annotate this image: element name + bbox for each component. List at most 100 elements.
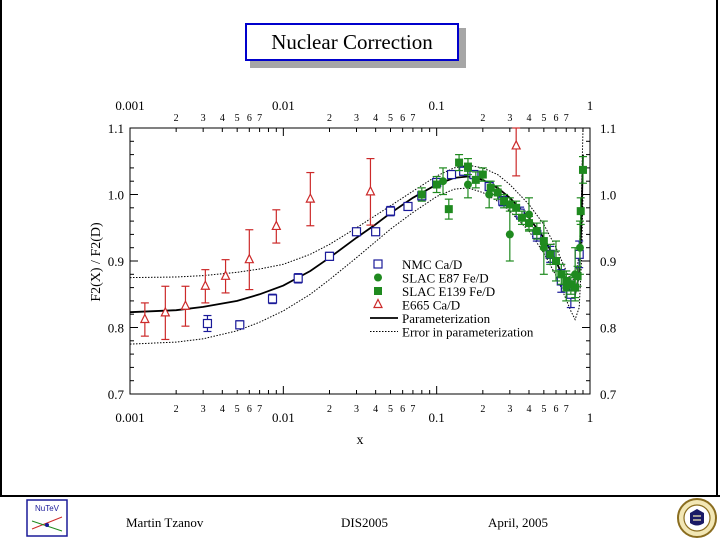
x-minor-label-top: 7: [564, 113, 569, 124]
x-minor-label-top: 2: [327, 113, 332, 124]
legend-label-slac-e87-fe-d: SLAC E87 Fe/D: [402, 271, 489, 286]
slac-e139-fe-d-point: [557, 270, 566, 279]
error-band-curve: [129, 187, 584, 345]
x-minor-label-bottom: 4: [526, 404, 531, 415]
y-tick-label-left: 1.0: [108, 188, 124, 203]
x-minor-label-bottom: 6: [247, 404, 252, 415]
x-minor-label-top: 7: [410, 113, 415, 124]
y-tick-label-left: 1.1: [108, 121, 124, 136]
y-tick-label-right: 1.0: [600, 188, 616, 203]
x-minor-label-top: 3: [201, 113, 206, 124]
x-minor-label-bottom: 7: [410, 404, 415, 415]
slac-e139-fe-d-point: [532, 227, 541, 236]
nmc-ca-d-point: [351, 227, 362, 237]
legend-marker-e665-ca-d: [373, 298, 383, 309]
e665-ca-d-point: [139, 313, 150, 324]
y-tick-label-right: 1.1: [600, 121, 616, 136]
x-tick-label-bottom: 0.001: [115, 410, 144, 425]
y-tick-label-right: 0.8: [600, 321, 616, 336]
e665-ca-d-point: [271, 220, 282, 231]
e665-ca-d-point: [220, 269, 231, 280]
x-minor-label-bottom: 4: [220, 404, 225, 415]
slac-e139-fe-d-point: [571, 283, 580, 292]
slac-e139-fe-d-point: [576, 207, 585, 216]
e665-ca-d-point: [200, 279, 211, 290]
nutev-logo-icon: NuTeV: [26, 499, 68, 537]
slac-e139-fe-d-point: [524, 219, 533, 228]
footer-date: April, 2005: [488, 515, 548, 530]
slac-e139-fe-d-point: [551, 257, 560, 265]
slac-e139-fe-d-point: [478, 170, 487, 179]
y-tick-label-right: 0.9: [600, 254, 616, 269]
legend-label-error: Error in parameterization: [402, 325, 534, 340]
y-tick-label-left: 0.8: [108, 321, 124, 336]
slac-e139-fe-d-point: [578, 165, 587, 174]
nutev-logo-text: NuTeV: [35, 504, 60, 513]
y-tick-label-right: 0.7: [600, 387, 617, 402]
x-minor-label-bottom: 5: [388, 404, 393, 415]
x-minor-label-top: 2: [480, 113, 485, 124]
x-tick-label-top: 0.1: [429, 98, 445, 113]
nmc-ca-d-point: [324, 251, 335, 261]
x-minor-label-top: 6: [247, 113, 252, 124]
slac-e139-fe-d-point: [562, 276, 571, 285]
x-minor-label-top: 5: [541, 113, 546, 124]
footer-divider: [0, 495, 720, 497]
x-minor-label-top: 4: [220, 113, 225, 124]
footer-author: Martin Tzanov: [126, 515, 204, 530]
x-minor-label-bottom: 2: [480, 404, 485, 415]
x-minor-label-bottom: 7: [257, 404, 262, 415]
footer-conference: DIS2005: [341, 515, 388, 530]
e665-ca-d-point: [305, 192, 316, 203]
left-border: [0, 0, 2, 497]
nmc-ca-d-point: [267, 294, 278, 304]
x-minor-label-bottom: 5: [235, 404, 240, 415]
nmc-ca-d-point: [385, 206, 396, 216]
x-minor-label-bottom: 7: [564, 404, 569, 415]
x-minor-label-top: 7: [257, 113, 262, 124]
x-minor-label-top: 3: [507, 113, 512, 124]
x-minor-label-bottom: 4: [373, 404, 378, 415]
nmc-ca-d-point: [293, 273, 303, 283]
x-minor-label-bottom: 6: [553, 404, 558, 415]
x-minor-label-bottom: 2: [327, 404, 332, 415]
slac-e139-fe-d-point: [546, 250, 555, 259]
x-minor-label-bottom: 2: [174, 404, 179, 415]
nmc-ca-d-point: [446, 169, 457, 180]
x-minor-label-top: 2: [174, 113, 179, 124]
slac-e139-fe-d-point: [432, 180, 441, 189]
university-seal-icon: [677, 498, 717, 538]
x-minor-label-top: 5: [388, 113, 393, 124]
e665-ca-d-point: [511, 139, 522, 150]
x-tick-label-top: 0.01: [272, 98, 295, 113]
legend-label-e665-ca-d: E665 Ca/D: [402, 298, 460, 313]
x-tick-label-bottom: 0.1: [429, 410, 445, 425]
x-tick-label-top: 0.001: [115, 98, 144, 113]
e665-ca-d-point: [244, 253, 255, 264]
slide-title: Nuclear Correction: [245, 23, 459, 61]
x-minor-label-bottom: 5: [541, 404, 546, 415]
x-axis-label: x: [357, 433, 364, 448]
nmc-ca-d-point: [371, 227, 381, 237]
x-minor-label-bottom: 6: [400, 404, 405, 415]
x-minor-label-bottom: 3: [507, 404, 512, 415]
slac-e87-fe-d-point: [575, 243, 584, 252]
slac-e139-fe-d-point: [417, 190, 426, 199]
x-tick-label-top: 1: [587, 98, 594, 113]
slac-e139-fe-d-point: [517, 213, 526, 222]
x-minor-label-bottom: 3: [354, 404, 359, 415]
legend-marker-slac-e139-fe-d: [374, 287, 382, 295]
x-tick-label-bottom: 1: [587, 410, 594, 425]
slac-e139-fe-d-point: [573, 272, 582, 281]
slac-e139-fe-d-point: [493, 188, 502, 197]
nmc-ca-d-point: [235, 320, 245, 330]
x-minor-label-top: 3: [354, 113, 359, 124]
x-tick-label-bottom: 0.01: [272, 410, 295, 425]
slac-e139-fe-d-point: [455, 158, 464, 167]
nmc-ca-d-point: [202, 318, 213, 329]
right-border: [716, 0, 718, 497]
y-tick-label-left: 0.7: [108, 387, 125, 402]
slac-e139-fe-d-point: [539, 237, 548, 246]
e665-ca-d-point: [365, 185, 376, 196]
slac-e87-fe-d-point: [439, 177, 448, 186]
